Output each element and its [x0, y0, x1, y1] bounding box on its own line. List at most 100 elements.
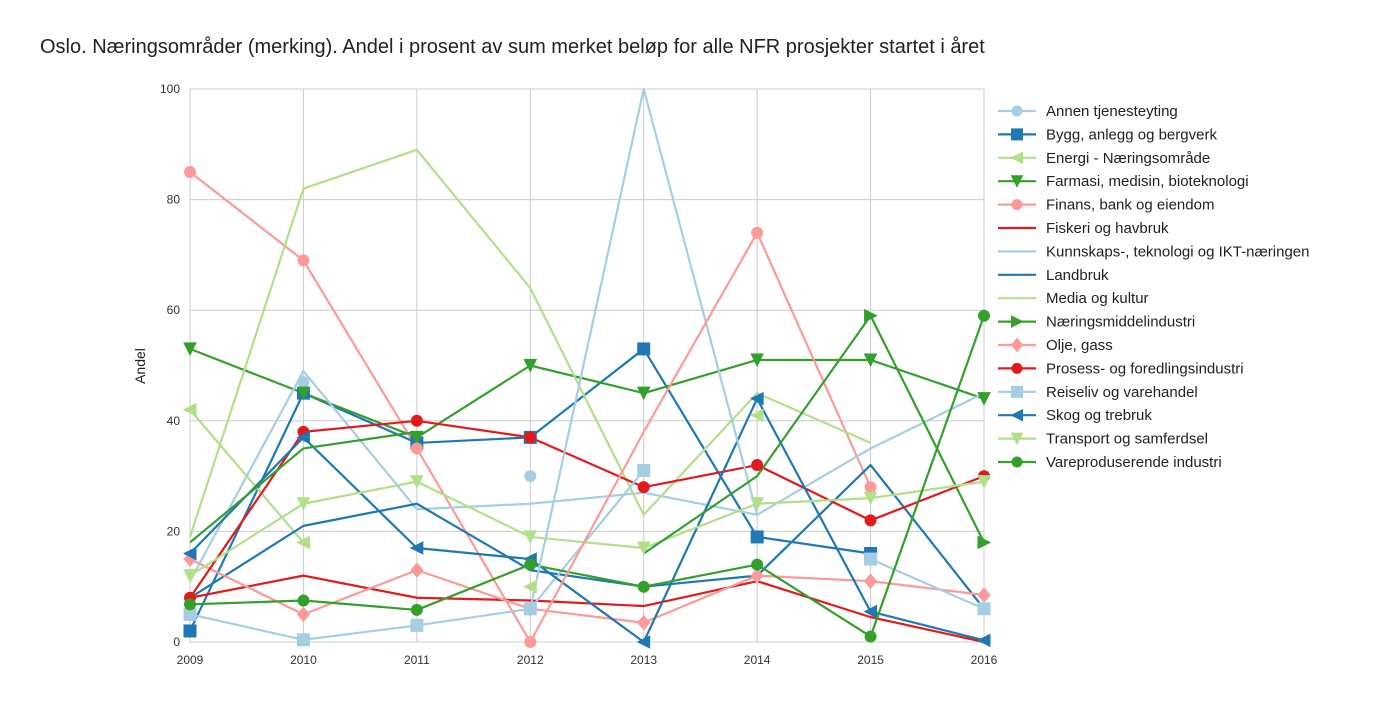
skog-og-trebruk-point — [863, 604, 878, 619]
fiskeri-og-havbruk-line — [189, 574, 985, 644]
farmasi-medisin-bioteknologi-point — [410, 430, 424, 445]
transport-og-samferdsel-point — [523, 530, 538, 545]
olje-gass-point — [977, 587, 991, 603]
farmasi-medisin-bioteknologi-line — [189, 347, 985, 439]
legend-marker — [1011, 456, 1023, 468]
transport-og-samferdsel-point — [636, 541, 651, 556]
legend-label: Annen tjenesteyting — [1046, 103, 1178, 120]
legend-label: Landbruk — [1046, 267, 1109, 284]
y-tick-label: 60 — [167, 303, 181, 317]
kunnskaps-teknologi-og-ikt-n-ringen-line — [189, 369, 985, 582]
legend-item-vareproduserende-industri: Vareproduserende industri — [998, 454, 1222, 471]
finans-bank-og-eiendom-point — [410, 442, 423, 455]
olje-gass-point — [750, 567, 764, 584]
legend-item-annen-tjenesteyting: Annen tjenesteyting — [998, 103, 1178, 120]
x-tick-label: 2011 — [404, 653, 430, 667]
legend-label: Media og kultur — [1046, 290, 1149, 307]
n-ringsmiddelindustri-line — [869, 315, 985, 543]
legend-marker — [1011, 128, 1023, 141]
legend-label: Energi - Næringsområde — [1046, 150, 1210, 167]
skog-og-trebruk-point — [296, 430, 310, 445]
finans-bank-og-eiendom-line — [756, 232, 872, 488]
y-axis-label: Andel — [132, 348, 148, 384]
vareproduserende-industri-point — [864, 630, 877, 643]
legend-item-prosess-og-foredlingsindustri: Prosess- og foredlingsindustri — [998, 360, 1244, 377]
bygg-anlegg-og-bergverk-point — [183, 624, 197, 638]
legend-marker — [1011, 362, 1023, 374]
farmasi-medisin-bioteknologi-point — [183, 342, 197, 357]
annen-tjenesteyting-point — [524, 470, 537, 483]
finans-bank-og-eiendom-point — [184, 165, 196, 178]
legend-item-n-ringsmiddelindustri: Næringsmiddelindustri — [998, 314, 1195, 331]
legend-label: Olje, gass — [1046, 337, 1113, 354]
legend-item-energi-n-ringsomra-de: Energi - Næringsområde — [998, 150, 1210, 167]
legend-label: Finans, bank og eiendom — [1046, 197, 1214, 214]
vareproduserende-industri-segment — [643, 315, 872, 555]
vareproduserende-industri-point — [410, 603, 423, 616]
legend-item-olje-gass: Olje, gass — [998, 337, 1113, 354]
skog-og-trebruk-point — [182, 546, 197, 561]
skog-og-trebruk-point — [750, 391, 764, 406]
legend-item-bygg-anlegg-og-bergverk: Bygg, anlegg og bergverk — [998, 126, 1217, 143]
energi-n-ringsomra-de-point — [523, 579, 537, 594]
farmasi-medisin-bioteknologi-point — [863, 353, 878, 368]
n-ringsmiddelindustri-point — [864, 308, 878, 323]
legend-marker — [1011, 385, 1023, 398]
finans-bank-og-eiendom-point — [524, 636, 537, 648]
transport-og-samferdsel-point — [977, 475, 991, 489]
x-tick-label: 2014 — [744, 653, 771, 667]
y-tick-label: 0 — [173, 635, 180, 649]
legend-label: Bygg, anlegg og bergverk — [1046, 126, 1217, 143]
legend-item-media-og-kultur: Media og kultur — [998, 290, 1149, 307]
legend-item-finans-bank-og-eiendom: Finans, bank og eiendom — [998, 197, 1214, 214]
legend-label: Prosess- og foredlingsindustri — [1046, 360, 1244, 377]
legend-item-farmasi-medisin-bioteknologi: Farmasi, medisin, bioteknologi — [998, 173, 1249, 190]
vareproduserende-industri-point — [637, 580, 650, 593]
farmasi-medisin-bioteknologi-point — [750, 353, 764, 368]
legend-item-kunnskaps-teknologi-og-ikt-n-ringen: Kunnskaps-, teknologi og IKT-næringen — [998, 243, 1310, 260]
legend-label: Farmasi, medisin, bioteknologi — [1046, 173, 1249, 190]
x-tick-label: 2009 — [177, 653, 204, 667]
y-tick-label: 40 — [167, 414, 181, 428]
finans-bank-og-eiendom-line — [189, 171, 532, 643]
olje-gass-point — [296, 606, 311, 623]
legend-marker — [1010, 337, 1024, 353]
legend-item-reiseliv-og-varehandel: Reiseliv og varehandel — [998, 384, 1198, 401]
skog-og-trebruk-point — [976, 633, 991, 648]
reiseliv-og-varehandel-point — [864, 552, 878, 566]
x-tick-label: 2015 — [857, 653, 884, 667]
reiseliv-og-varehandel-point — [977, 602, 991, 616]
bygg-anlegg-og-bergverk-point — [750, 530, 764, 544]
legend-marker — [1011, 105, 1023, 117]
legend-item-transport-og-samferdsel: Transport og samferdsel — [998, 431, 1208, 448]
vareproduserende-industri-point — [978, 309, 990, 322]
olje-gass-point — [637, 614, 651, 631]
x-tick-label: 2010 — [290, 653, 317, 667]
series-markers — [182, 165, 992, 649]
transport-og-samferdsel-point — [296, 497, 311, 511]
reiseliv-og-varehandel-line — [870, 558, 985, 610]
olje-gass-line — [189, 558, 985, 624]
n-ringsmiddelindustri-point — [977, 535, 992, 550]
transport-og-samferdsel-point — [183, 569, 197, 583]
olje-gass-point — [410, 562, 424, 578]
transport-og-samferdsel-point — [863, 491, 878, 506]
y-tick-label: 20 — [167, 524, 181, 538]
prosess-og-foredlingsindustri-point — [864, 514, 877, 527]
chart-title: Oslo. Næringsområder (merking). Andel i … — [40, 36, 985, 58]
farmasi-medisin-bioteknologi-point — [296, 386, 311, 401]
landbruk-line — [189, 463, 985, 610]
finans-bank-og-eiendom-point — [864, 481, 877, 494]
skog-og-trebruk-line — [189, 397, 985, 644]
legend-label: Fiskeri og havbruk — [1046, 220, 1169, 237]
legend-marker — [1010, 432, 1024, 446]
energi-n-ringsomra-de-point — [182, 402, 197, 417]
vareproduserende-industri-point — [524, 558, 537, 571]
y-tick-label: 80 — [167, 193, 181, 207]
skog-og-trebruk-point — [636, 635, 651, 649]
legend-marker — [1011, 315, 1024, 328]
legend-item-skog-og-trebruk: Skog og trebruk — [998, 407, 1152, 424]
legend-item-fiskeri-og-havbruk: Fiskeri og havbruk — [998, 220, 1169, 237]
legend: Annen tjenesteyting Bygg, anlegg og bergv… — [998, 103, 1310, 471]
vareproduserende-industri-point — [184, 598, 196, 611]
